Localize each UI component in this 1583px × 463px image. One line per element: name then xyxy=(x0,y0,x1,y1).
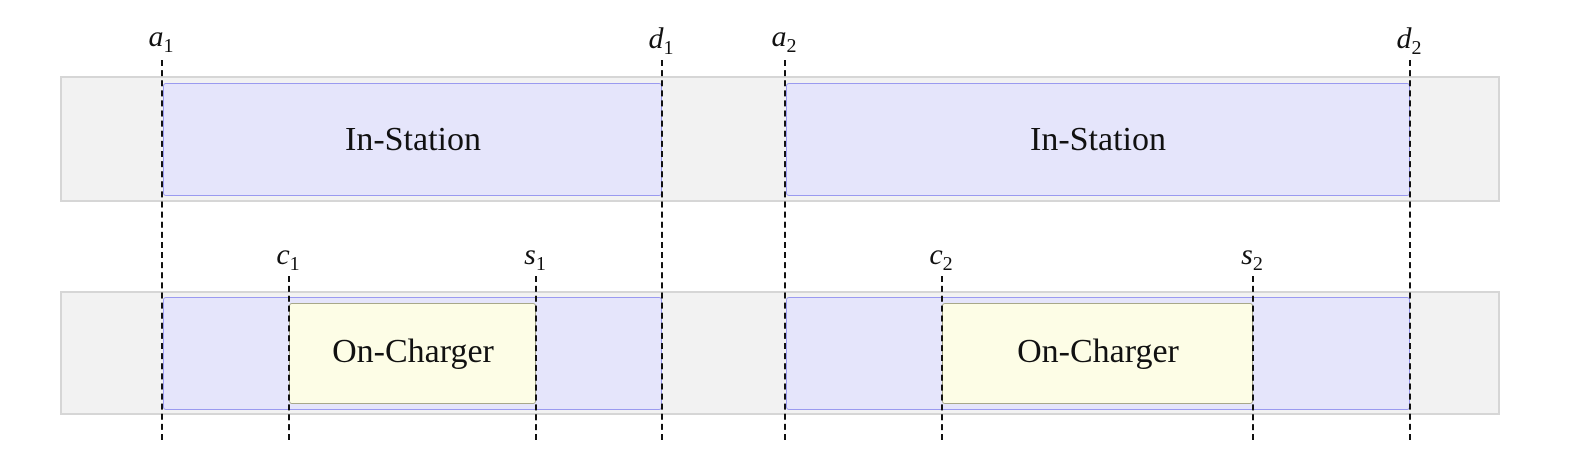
marker-a1: a1 xyxy=(148,20,174,57)
in-station-block-2 xyxy=(786,83,1410,196)
dashed-line-c1 xyxy=(288,276,290,440)
in-station-label-2: In-Station xyxy=(1030,121,1166,158)
marker-s2: s2 xyxy=(1241,238,1263,275)
marker-s1: s1 xyxy=(524,238,546,275)
marker-c2: c2 xyxy=(929,238,953,275)
marker-d2: d2 xyxy=(1396,22,1422,59)
dashed-line-a2 xyxy=(784,60,786,440)
dashed-line-s2 xyxy=(1252,276,1254,440)
dashed-line-s1 xyxy=(535,276,537,440)
dashed-line-d1 xyxy=(661,60,663,440)
marker-a2: a2 xyxy=(771,20,797,57)
marker-c1: c1 xyxy=(276,238,300,275)
dashed-line-a1 xyxy=(161,60,163,440)
on-charger-label-1: On-Charger xyxy=(332,333,494,370)
on-charger-label-2: On-Charger xyxy=(1017,333,1179,370)
in-station-label-1: In-Station xyxy=(345,121,481,158)
dashed-line-d2 xyxy=(1409,60,1411,440)
in-station-block-1 xyxy=(163,83,662,196)
on-charger-block-2 xyxy=(942,303,1253,404)
marker-d1: d1 xyxy=(648,22,674,59)
dashed-line-c2 xyxy=(941,276,943,440)
